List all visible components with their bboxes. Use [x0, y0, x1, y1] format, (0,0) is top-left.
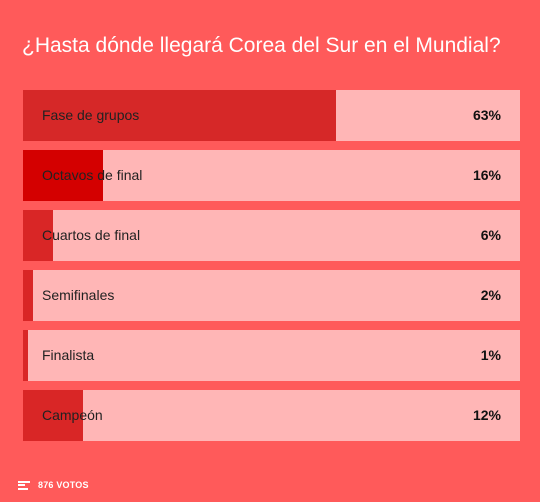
option-label: Semifinales	[42, 287, 115, 303]
result-bar	[23, 150, 103, 201]
poll-question: ¿Hasta dónde llegará Corea del Sur en el…	[22, 34, 501, 57]
option-percent: 6%	[480, 227, 501, 243]
option-percent: 1%	[480, 347, 501, 363]
option-label: Octavos de final	[42, 167, 143, 183]
result-bar	[23, 270, 33, 321]
result-bar	[23, 330, 28, 381]
option-percent: 63%	[472, 107, 501, 123]
poll-option-fase-de-grupos[interactable]: Fase de grupos 63%	[23, 90, 520, 141]
poll-option-octavos-de-final[interactable]: Octavos de final 16%	[23, 150, 520, 201]
votes-label: 876 VOTOS	[38, 480, 89, 490]
option-percent: 2%	[480, 287, 501, 303]
poll-option-semifinales[interactable]: Semifinales 2%	[23, 270, 520, 321]
result-bar	[23, 210, 53, 261]
result-bar	[23, 390, 83, 441]
option-label: Cuartos de final	[42, 227, 141, 243]
votes-count: 876 VOTOS	[18, 480, 89, 490]
option-label: Campeón	[42, 407, 103, 423]
bar-list-icon	[18, 480, 30, 490]
option-percent: 12%	[472, 407, 501, 423]
option-percent: 16%	[472, 167, 501, 183]
poll-option-finalista[interactable]: Finalista 1%	[23, 330, 520, 381]
poll-option-cuartos-de-final[interactable]: Cuartos de final 6%	[23, 210, 520, 261]
poll-options: Fase de grupos 63% Octavos de final 16% …	[23, 90, 520, 450]
option-label: Fase de grupos	[42, 107, 140, 123]
result-bar	[23, 90, 337, 141]
poll-option-campeon[interactable]: Campeón 12%	[23, 390, 520, 441]
option-label: Finalista	[42, 347, 95, 363]
